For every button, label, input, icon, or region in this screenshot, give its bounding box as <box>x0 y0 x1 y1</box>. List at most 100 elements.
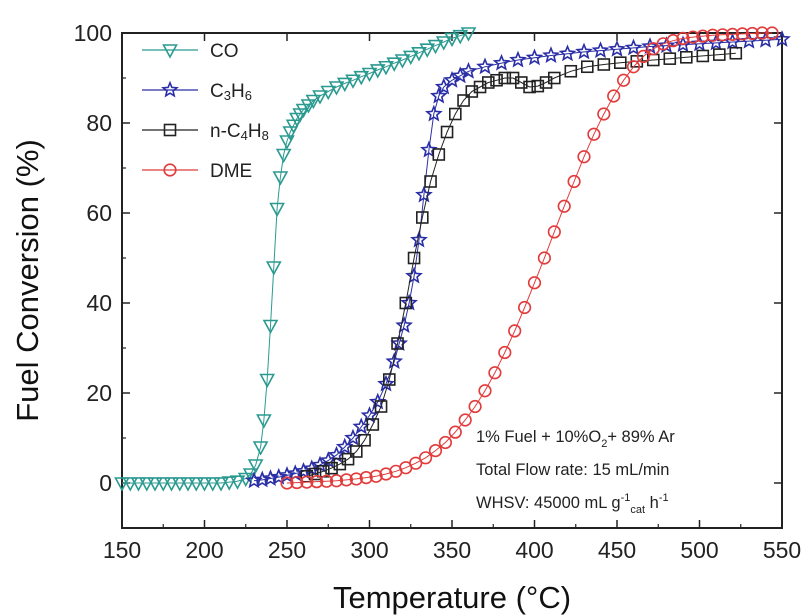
data-point <box>339 473 354 487</box>
data-point <box>624 38 643 56</box>
data-point <box>419 451 433 465</box>
data-point <box>564 64 578 78</box>
data-point <box>361 67 378 83</box>
data-point <box>715 28 730 42</box>
x-axis-title: Temperature (°C) <box>333 580 571 615</box>
data-point <box>448 425 462 439</box>
data-point <box>329 474 344 488</box>
data-point <box>492 53 511 71</box>
data-point <box>114 477 130 492</box>
data-point <box>415 211 429 224</box>
data-point <box>740 31 758 49</box>
data-point <box>180 477 196 492</box>
data-point <box>410 230 428 248</box>
legend-marker <box>163 123 177 137</box>
data-point <box>320 474 334 488</box>
data-point <box>221 476 238 491</box>
data-point <box>386 57 403 72</box>
series-line <box>122 32 469 484</box>
series-line <box>253 38 783 482</box>
data-point <box>440 125 454 139</box>
data-point <box>275 148 292 164</box>
data-point <box>735 27 750 41</box>
data-point <box>411 46 427 62</box>
data-point <box>336 77 353 93</box>
data-point <box>641 37 659 55</box>
data-point <box>147 477 163 492</box>
data-point <box>369 64 386 79</box>
data-point <box>379 467 393 481</box>
data-point <box>252 441 269 456</box>
x-tick-label: 550 <box>763 537 801 563</box>
data-point <box>415 185 433 203</box>
data-point <box>353 70 370 86</box>
data-point <box>279 135 295 150</box>
x-tick-label: 350 <box>433 537 471 563</box>
data-point <box>429 86 448 104</box>
y-tick-label: 20 <box>86 380 112 406</box>
data-point <box>269 202 285 218</box>
data-point <box>325 461 338 475</box>
legend-label: C3H6 <box>210 81 252 103</box>
data-point <box>335 437 354 455</box>
data-point <box>438 435 453 450</box>
data-point <box>272 171 289 186</box>
data-point <box>407 251 421 265</box>
data-point <box>547 71 561 85</box>
data-point <box>706 28 720 42</box>
data-point <box>424 175 437 188</box>
y-tick-label: 40 <box>86 290 112 316</box>
data-point <box>344 428 362 446</box>
legend: CO C3H6 n-C4H8 DME <box>142 41 269 182</box>
data-point <box>130 477 147 492</box>
data-point <box>259 373 276 389</box>
data-point <box>498 71 512 85</box>
data-point <box>663 52 677 65</box>
data-point <box>591 41 610 59</box>
legend-label: DME <box>210 161 252 182</box>
legend-marker <box>163 163 177 177</box>
data-point <box>262 319 279 335</box>
legend-item: n-C4H8 <box>142 121 269 143</box>
data-point <box>424 104 443 122</box>
data-point <box>122 477 139 492</box>
data-point <box>539 76 553 89</box>
data-point <box>265 261 282 276</box>
data-point <box>712 48 726 61</box>
data-point <box>465 85 479 98</box>
data-point <box>378 60 394 76</box>
data-point <box>394 54 411 69</box>
series-line <box>286 32 773 484</box>
x-tick-label: 200 <box>185 537 223 563</box>
data-point <box>359 471 373 485</box>
data-point <box>213 477 229 492</box>
annotation-line: Total Flow rate: 15 mL/min <box>476 461 670 479</box>
data-point <box>490 73 503 87</box>
x-tick-label: 500 <box>680 537 718 563</box>
data-point <box>310 475 324 489</box>
data-point <box>269 467 288 485</box>
annotation-line: WHSV: 45000 mL g-1cat h-1 <box>476 492 669 516</box>
data-point <box>666 34 680 48</box>
data-point <box>155 477 172 492</box>
series-line <box>306 52 736 477</box>
data-point <box>229 475 246 490</box>
annotation-box: 1% Fuel + 10%O2+ 89% Ar Total Flow rate: … <box>476 428 675 516</box>
data-point <box>580 60 594 74</box>
data-point <box>608 39 626 57</box>
data-point <box>460 27 477 42</box>
y-axis-title: Fuel Conversion (%) <box>10 139 45 422</box>
legend-label: n-C4H8 <box>210 121 269 143</box>
data-point <box>457 94 470 107</box>
data-point <box>256 414 272 429</box>
data-point <box>755 26 769 40</box>
data-point <box>305 94 322 110</box>
data-point <box>577 150 591 164</box>
data-point <box>171 477 188 492</box>
data-point <box>377 374 395 392</box>
data-point <box>626 60 641 74</box>
x-tick-label: 300 <box>350 537 388 563</box>
data-point <box>253 470 272 488</box>
series-c3h6 <box>245 29 791 489</box>
